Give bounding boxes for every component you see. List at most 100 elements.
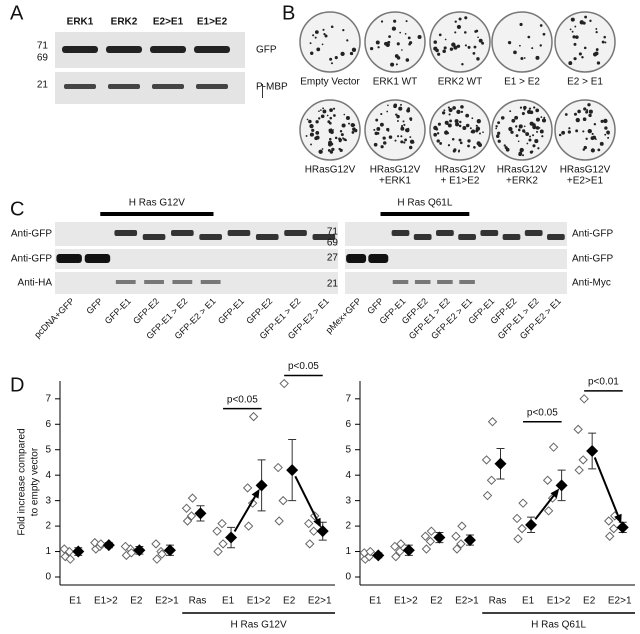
colony [603,35,606,39]
colony [476,119,481,124]
colony [445,130,448,132]
band-label: P-MBP [256,82,288,93]
x-tick-label: E2>1 [455,596,479,607]
colony [495,127,498,130]
data-point [309,526,319,536]
data-point [578,455,588,465]
colony [575,117,580,123]
colony [587,128,592,134]
colony [531,47,534,50]
colony [539,129,544,134]
colony [334,56,338,60]
significance-label: p<0.05 [288,361,319,372]
colony [406,108,411,113]
colony [454,119,459,124]
y-axis-label: to empty vector [30,447,41,516]
colony [476,57,480,61]
colony [595,30,598,34]
colony [533,106,536,109]
y-tick-label: 6 [345,419,351,430]
colony [441,111,446,115]
colony [454,20,457,23]
data-point [396,539,406,549]
arrow [593,457,621,521]
colony [519,106,523,109]
data-point [305,539,315,549]
colony [582,21,586,25]
colony [333,114,336,117]
colony [323,33,326,36]
colony [591,148,594,151]
y-tick-label: 5 [345,444,351,455]
colony [583,107,587,111]
mean-marker [102,539,115,552]
data-point [151,539,161,549]
colony [477,36,479,39]
colony [586,109,589,112]
data-point [157,549,167,559]
marker-label: 27 [327,253,339,264]
colony [321,148,324,150]
colony [558,133,562,137]
colony [316,47,321,52]
colony [467,144,470,148]
colony [604,133,607,136]
colony [436,132,440,135]
colony [497,121,501,125]
colony [396,119,399,122]
y-tick-label: 2 [345,521,351,532]
colony [379,122,384,127]
marker-label: 71 [37,41,49,52]
colony [448,113,451,116]
colony [600,119,604,123]
data-point [420,531,431,541]
colony [458,17,462,21]
plate-label: +ERK1 [379,176,411,187]
colony [320,109,322,111]
lane-label: ERK2 [111,17,138,28]
colony [461,63,464,66]
colony [315,120,319,124]
plate-label: ERK1 WT [373,77,417,88]
data-point [365,546,375,557]
colony [456,109,461,114]
blot [55,249,338,269]
colony [588,113,592,118]
group-bar [100,212,214,216]
colony [338,139,342,143]
colony [480,39,483,42]
colony [535,55,540,60]
lane-label: E2>E1 [153,17,184,28]
colony [542,32,546,36]
colony [509,110,512,113]
colony [332,129,334,131]
colony [314,136,319,141]
mean-marker [255,479,268,492]
data-point [120,541,131,552]
colony [395,63,398,66]
colony [524,106,527,109]
colony [403,123,406,126]
y-axis-label: Fold increase compared [17,428,28,535]
colony [477,142,482,147]
mean-marker [194,507,207,520]
colony [396,114,400,119]
colony [433,125,438,131]
data-point [425,536,436,547]
colony [310,143,312,146]
band [194,46,230,53]
group-label: H Ras G12V [231,620,287,631]
data-point [543,506,554,516]
data-point [604,516,614,526]
band [84,254,111,263]
marker-label: 21 [37,80,49,91]
colony [595,48,599,51]
colony [387,129,390,132]
data-point [278,495,288,506]
y-tick-label: 7 [345,393,351,404]
colony [573,57,577,61]
colony [519,44,521,47]
colony [510,130,514,134]
colony [578,52,582,56]
